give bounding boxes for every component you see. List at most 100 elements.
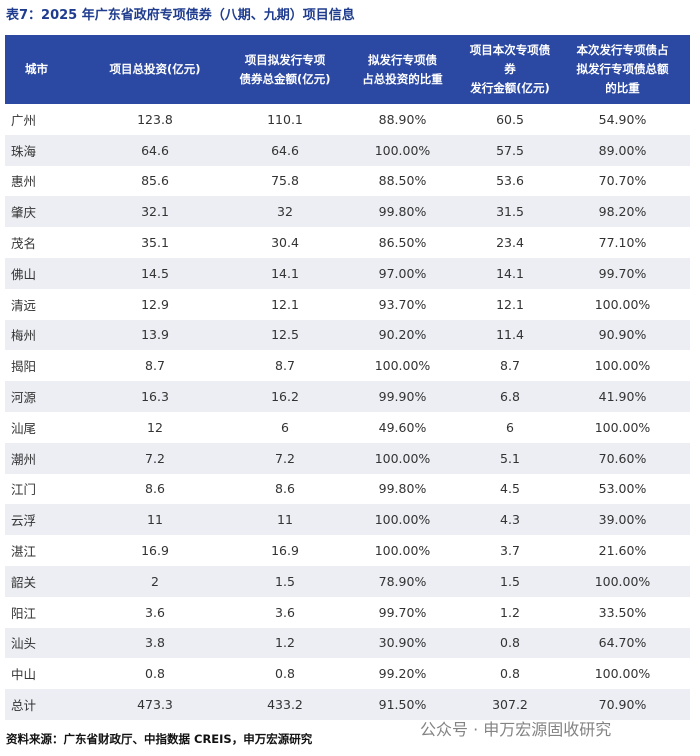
header-cell: 本次发行专项债占 拟发行专项债总额 的比重 [555, 35, 690, 104]
value-cell: 35.1 [141, 235, 169, 251]
value-cell: 12.5 [230, 319, 340, 351]
value-cell: 49.60% [378, 419, 427, 435]
table-row: 阳江 3.6 3.6 99.70% 1.2 33.50% [5, 597, 690, 628]
table-row: 总计 473.3 433.2 91.50% 307.2 70.90% [5, 689, 690, 720]
table-title: 表7：2025 年广东省政府专项债券（八期、九期）项目信息 [6, 8, 355, 23]
table-row: 湛江 16.9 16.9 100.00% 3.7 21.60% [5, 535, 690, 566]
value-cell: 8.6 [275, 481, 295, 497]
value-cell: 100.00% [594, 666, 651, 682]
city-cell: 湛江 [11, 544, 37, 560]
value-cell: 93.70% [378, 296, 427, 312]
city-cell: 揭阳 [11, 359, 37, 375]
value-cell: 6 [506, 419, 514, 435]
value-cell: 3.6 [275, 604, 295, 620]
value-cell: 0.8 [275, 666, 295, 682]
value-cell: 1.5 [230, 565, 340, 597]
value-cell: 16.9 [141, 543, 169, 559]
city-cell: 汕尾 [11, 420, 37, 436]
value-cell: 4.3 [465, 504, 555, 536]
value-cell: 88.50% [378, 173, 427, 189]
value-cell: 100.00% [555, 565, 690, 597]
header-cell: 拟发行专项债 占总投资的比重 [340, 35, 465, 104]
value-cell: 64.6 [230, 134, 340, 166]
value-cell: 54.90% [598, 111, 647, 127]
city-cell: 潮州 [5, 442, 80, 474]
city-cell: 韶关 [5, 565, 80, 597]
table-row: 河源 16.3 16.2 99.90% 6.8 41.90% [5, 381, 690, 412]
value-cell: 97.00% [340, 257, 465, 289]
value-cell: 70.90% [555, 689, 690, 720]
table: 城市 项目总投资(亿元) 项目拟发行专项 债券总金额(亿元) 拟发行专项债 占总投资的… [5, 35, 690, 720]
watermark: 公众号 · 申万宏源固收研究 [420, 720, 612, 739]
value-cell: 11 [80, 504, 230, 536]
value-cell: 12 [147, 419, 163, 435]
value-cell: 33.50% [598, 604, 647, 620]
value-cell: 57.5 [465, 134, 555, 166]
table-row: 江门 8.6 8.6 99.80% 4.5 53.00% [5, 474, 690, 505]
table-row: 肇庆 32.1 32 99.80% 31.5 98.20% [5, 196, 690, 228]
value-cell: 30.4 [271, 235, 299, 251]
value-cell: 30.90% [340, 627, 465, 659]
value-cell: 70.60% [555, 442, 690, 474]
value-cell: 32 [230, 196, 340, 228]
city-cell: 总计 [5, 689, 80, 720]
value-cell: 3.7 [500, 543, 520, 559]
value-cell: 100.00% [340, 442, 465, 474]
value-cell: 99.70% [555, 257, 690, 289]
table-row: 汕尾 12 6 49.60% 6 100.00% [5, 412, 690, 443]
value-cell: 433.2 [230, 689, 340, 720]
value-cell: 41.90% [555, 381, 690, 412]
value-cell: 14.1 [465, 257, 555, 289]
value-cell: 77.10% [598, 235, 647, 251]
value-cell: 64.6 [80, 134, 230, 166]
value-cell: 99.90% [340, 381, 465, 412]
value-cell: 3.6 [145, 604, 165, 620]
value-cell: 12.9 [141, 296, 169, 312]
table-row: 汕头 3.8 1.2 30.90% 0.8 64.70% [5, 627, 690, 659]
city-cell: 珠海 [5, 134, 80, 166]
value-cell: 110.1 [267, 111, 303, 127]
table-row: 梅州 13.9 12.5 90.20% 11.4 90.90% [5, 319, 690, 351]
table-row: 韶关 2 1.5 78.90% 1.5 100.00% [5, 565, 690, 597]
value-cell: 99.20% [378, 666, 427, 682]
value-cell: 14.1 [230, 257, 340, 289]
city-cell: 惠州 [11, 174, 37, 190]
value-cell: 16.3 [80, 381, 230, 412]
value-cell: 100.00% [594, 358, 651, 374]
value-cell: 1.2 [230, 627, 340, 659]
value-cell: 78.90% [340, 565, 465, 597]
value-cell: 31.5 [465, 196, 555, 228]
value-cell: 13.9 [80, 319, 230, 351]
city-cell: 茂名 [11, 236, 37, 252]
value-cell: 0.8 [500, 666, 520, 682]
value-cell: 91.50% [340, 689, 465, 720]
value-cell: 53.00% [598, 481, 647, 497]
table-row: 惠州 85.6 75.8 88.50% 53.6 70.70% [5, 166, 690, 197]
table-row: 揭阳 8.7 8.7 100.00% 8.7 100.00% [5, 350, 690, 381]
value-cell: 100.00% [594, 419, 651, 435]
table-row: 茂名 35.1 30.4 86.50% 23.4 77.10% [5, 227, 690, 258]
header-cell: 项目本次专项债券 发行金额(亿元) [465, 35, 555, 104]
value-cell: 8.6 [145, 481, 165, 497]
table-row: 中山 0.8 0.8 99.20% 0.8 100.00% [5, 658, 690, 689]
value-cell: 39.00% [555, 504, 690, 536]
value-cell: 60.5 [496, 111, 524, 127]
value-cell: 12.1 [496, 296, 524, 312]
city-cell: 阳江 [11, 605, 37, 621]
value-cell: 11 [230, 504, 340, 536]
value-cell: 1.2 [500, 604, 520, 620]
value-cell: 0.8 [145, 666, 165, 682]
value-cell: 21.60% [598, 543, 647, 559]
value-cell: 100.00% [374, 358, 431, 374]
value-cell: 16.2 [230, 381, 340, 412]
value-cell: 14.5 [80, 257, 230, 289]
value-cell: 7.2 [80, 442, 230, 474]
value-cell: 23.4 [496, 235, 524, 251]
table-row: 潮州 7.2 7.2 100.00% 5.1 70.60% [5, 442, 690, 474]
value-cell: 99.70% [378, 604, 427, 620]
value-cell: 6.8 [465, 381, 555, 412]
value-cell: 4.5 [500, 481, 520, 497]
value-cell: 2 [80, 565, 230, 597]
header-cell: 城市 [5, 35, 80, 104]
value-cell: 88.90% [378, 111, 427, 127]
